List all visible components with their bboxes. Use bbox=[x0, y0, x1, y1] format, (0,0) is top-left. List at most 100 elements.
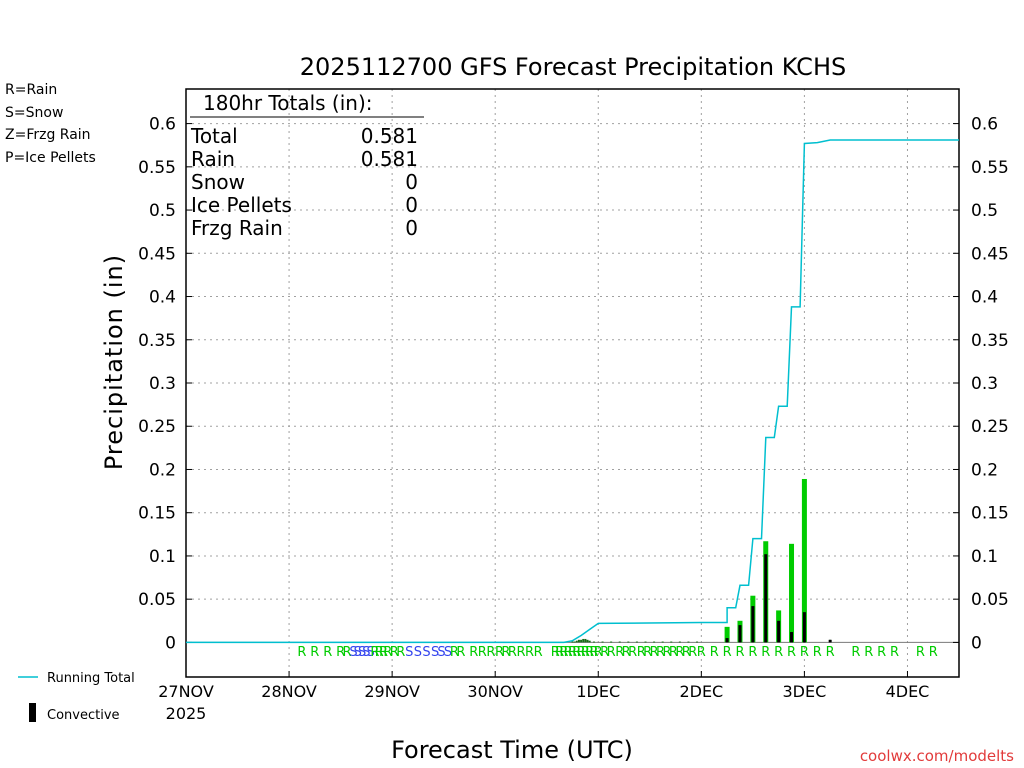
x-tick-label: 4DEC bbox=[886, 682, 930, 701]
ptype-marker: R bbox=[800, 645, 809, 660]
totals-value: 0 bbox=[405, 193, 418, 217]
precip-bar bbox=[571, 641, 574, 643]
x-axis-label: Forecast Time (UTC) bbox=[391, 736, 633, 764]
y-tick-label-left: 0 bbox=[165, 633, 176, 653]
y-tick-label-right: 0.6 bbox=[971, 115, 998, 135]
totals-label: Rain bbox=[191, 147, 235, 171]
y-tick-label-right: 0.15 bbox=[971, 504, 1009, 524]
ptype-marker: R bbox=[607, 645, 616, 660]
precip-bar bbox=[670, 641, 673, 643]
ptype-marker: R bbox=[323, 645, 332, 660]
ptype-marker: R bbox=[851, 645, 860, 660]
ptype-marker: S bbox=[358, 645, 366, 660]
legend-rain: R=Rain bbox=[5, 82, 58, 98]
ptype-marker: R bbox=[508, 645, 517, 660]
precip-bar bbox=[580, 639, 583, 643]
x-tick-label: 29NOV bbox=[364, 682, 420, 701]
ptype-marker: R bbox=[675, 645, 684, 660]
precip-bar bbox=[582, 638, 585, 643]
convective-bar bbox=[828, 639, 832, 643]
y-tick-label-right: 0.2 bbox=[971, 460, 998, 480]
ptype-marker: S bbox=[405, 645, 413, 660]
ptype-marker: R bbox=[525, 645, 534, 660]
ptype-marker: R bbox=[559, 645, 568, 660]
ptype-marker: R bbox=[336, 645, 345, 660]
ptype-marker: R bbox=[478, 645, 487, 660]
precip-bar bbox=[678, 641, 681, 643]
totals-value: 0 bbox=[405, 216, 418, 240]
precip-bar bbox=[801, 478, 807, 643]
running-total-line bbox=[186, 139, 959, 644]
ptype-marker: R bbox=[370, 645, 379, 660]
ptype-marker: R bbox=[495, 645, 504, 660]
ptype-marker: R bbox=[877, 645, 886, 660]
convective-bar bbox=[802, 612, 806, 643]
y-tick-label-left: 0.55 bbox=[138, 158, 176, 178]
ptype-marker: R bbox=[501, 645, 510, 660]
y-tick-label-left: 0.45 bbox=[138, 244, 176, 264]
precip-bar bbox=[635, 641, 638, 643]
y-tick-label-left: 0.5 bbox=[149, 201, 176, 221]
ptype-marker: R bbox=[669, 645, 678, 660]
ptype-marker: S bbox=[354, 645, 362, 660]
ptype-marker: R bbox=[774, 645, 783, 660]
precip-bar bbox=[644, 641, 647, 643]
ptype-marker: S bbox=[444, 645, 452, 660]
ptype-marker: R bbox=[564, 645, 573, 660]
y-tick-label-right: 0.4 bbox=[971, 288, 998, 308]
precip-bar bbox=[687, 641, 690, 643]
ptype-marker: S bbox=[367, 645, 375, 660]
convective-swatch bbox=[29, 703, 36, 722]
legend-running-total: Running Total bbox=[47, 671, 135, 686]
y-tick-label-right: 0.3 bbox=[971, 374, 998, 394]
totals-label: Ice Pellets bbox=[191, 193, 292, 217]
x-tick-label: 28NOV bbox=[261, 682, 317, 701]
ptype-marker: S bbox=[414, 645, 422, 660]
totals-value: 0.581 bbox=[361, 124, 418, 148]
ptype-marker: R bbox=[628, 645, 637, 660]
ptype-marker: R bbox=[761, 645, 770, 660]
totals-label: Snow bbox=[191, 170, 245, 194]
x-tick-label: 1DEC bbox=[576, 682, 620, 701]
precip-bar bbox=[601, 641, 604, 643]
y-tick-label-left: 0.35 bbox=[138, 331, 176, 351]
ptype-marker: R bbox=[710, 645, 719, 660]
ptype-marker: R bbox=[486, 645, 495, 660]
ptype-marker: R bbox=[650, 645, 659, 660]
ptype-marker: R bbox=[662, 645, 671, 660]
y-tick-label-right: 0.45 bbox=[971, 244, 1009, 264]
convective-bar bbox=[764, 554, 768, 643]
ptype-marker: R bbox=[748, 645, 757, 660]
ptype-marker: R bbox=[615, 645, 624, 660]
ptype-marker: R bbox=[890, 645, 899, 660]
ptype-marker: R bbox=[723, 645, 732, 660]
chart-title: 2025112700 GFS Forecast Precipitation KC… bbox=[300, 53, 846, 81]
credit-text: coolwx.com/modelts bbox=[860, 747, 1014, 765]
x-tick-label: 27NOV bbox=[158, 682, 214, 701]
x-tick-label: 3DEC bbox=[783, 682, 827, 701]
ptype-marker: R bbox=[297, 645, 306, 660]
y-tick-label-left: 0.1 bbox=[149, 547, 176, 567]
legend-snow: S=Snow bbox=[5, 105, 64, 121]
ptype-marker: R bbox=[813, 645, 822, 660]
ptype-marker: R bbox=[577, 645, 586, 660]
ptype-marker: R bbox=[555, 645, 564, 660]
precip-bar bbox=[618, 641, 621, 643]
precip-bar bbox=[573, 641, 576, 643]
y-tick-label-left: 0.6 bbox=[149, 115, 176, 135]
precip-bar bbox=[584, 638, 587, 643]
ptype-marker: R bbox=[697, 645, 706, 660]
legend-ice-pellets: P=Ice Pellets bbox=[5, 150, 96, 166]
ptype-marker: R bbox=[637, 645, 646, 660]
y-tick-label-right: 0.5 bbox=[971, 201, 998, 221]
ptype-marker: R bbox=[589, 645, 598, 660]
totals-label: Frzg Rain bbox=[191, 216, 283, 240]
ptype-marker: R bbox=[916, 645, 925, 660]
ptype-marker: R bbox=[929, 645, 938, 660]
precip-bar bbox=[661, 641, 664, 643]
x-tick-sublabel: 2025 bbox=[166, 704, 207, 723]
ptype-marker: R bbox=[534, 645, 543, 660]
ptype-marker: S bbox=[362, 645, 370, 660]
y-tick-label-right: 0.35 bbox=[971, 331, 1009, 351]
